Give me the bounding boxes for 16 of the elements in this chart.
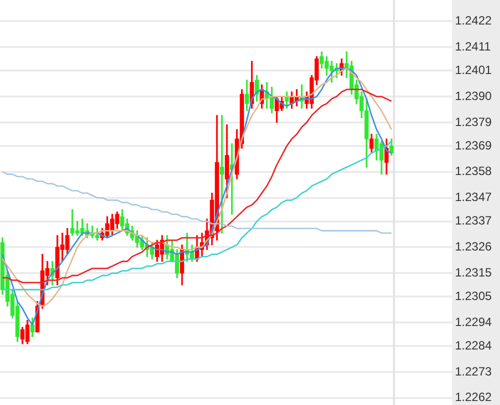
y-tick-label: 1.2337: [455, 214, 492, 228]
y-tick-label: 1.2305: [455, 289, 492, 303]
y-tick-label: 1.2347: [455, 190, 492, 204]
y-tick-label: 1.2273: [455, 364, 492, 378]
y-tick-label: 1.2358: [455, 164, 492, 178]
y-tick-label: 1.2294: [455, 314, 492, 329]
y-tick-label: 1.2411: [455, 39, 492, 54]
y-tick-label: 1.2315: [455, 265, 492, 280]
y-tick-label: 1.2369: [455, 138, 492, 152]
y-tick-label: 1.2422: [455, 14, 492, 28]
y-tick-label: 1.2379: [455, 114, 492, 129]
y-tick-label: 1.2401: [455, 62, 492, 77]
y-tick-label: 1.2284: [455, 338, 492, 352]
y-tick-label: 1.2326: [455, 240, 492, 254]
y-tick-label: 1.2390: [455, 88, 492, 103]
y-tick-label: 1.2262: [455, 390, 492, 404]
